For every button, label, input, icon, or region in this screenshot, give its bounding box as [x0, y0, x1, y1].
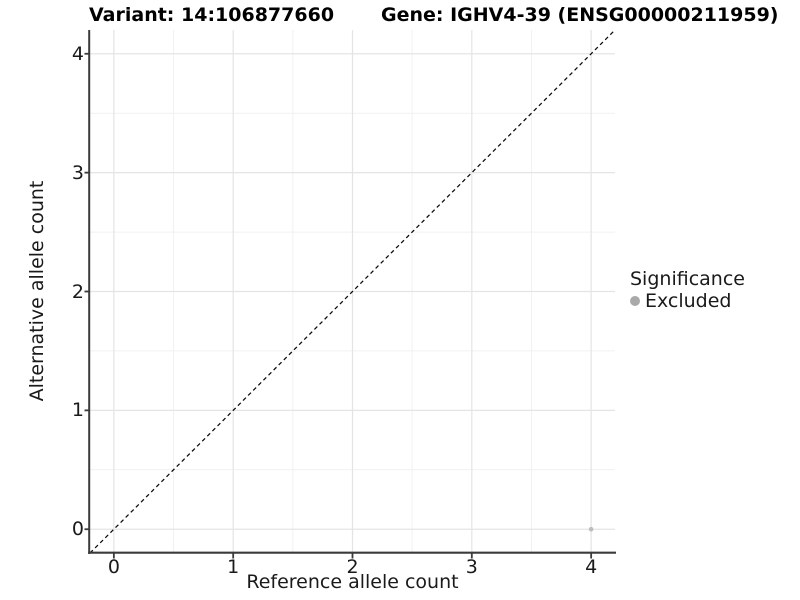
x-axis-title: Reference allele count [246, 571, 459, 593]
y-tick-label-2: 2 [71, 280, 84, 303]
legend: Significance Excluded [630, 268, 745, 312]
plot-title-gene: Gene: IGHV4-39 (ENSG00000211959) [381, 4, 779, 26]
plot-title-variant: Variant: 14:106877660 [89, 4, 335, 26]
x-tick-label-3: 3 [465, 556, 478, 578]
x-tick-label-4: 4 [585, 556, 598, 578]
legend-item-label: Excluded [645, 289, 732, 312]
y-tick-label-0: 0 [71, 518, 84, 541]
x-tick-label-2: 2 [346, 556, 359, 578]
y-axis-title: Alternative allele count [26, 180, 48, 402]
legend-item-excluded: Excluded [630, 289, 745, 312]
identity-dashed-line [89, 29, 616, 554]
y-tick-label-3: 3 [71, 161, 84, 184]
x-tick-label-0: 0 [107, 556, 120, 578]
legend-title: Significance [630, 268, 745, 290]
y-tick-label-1: 1 [71, 399, 84, 422]
legend-point-icon [630, 295, 640, 306]
y-tick-label-4: 4 [71, 42, 84, 65]
data-point [588, 526, 594, 532]
x-tick-label-1: 1 [227, 556, 240, 578]
